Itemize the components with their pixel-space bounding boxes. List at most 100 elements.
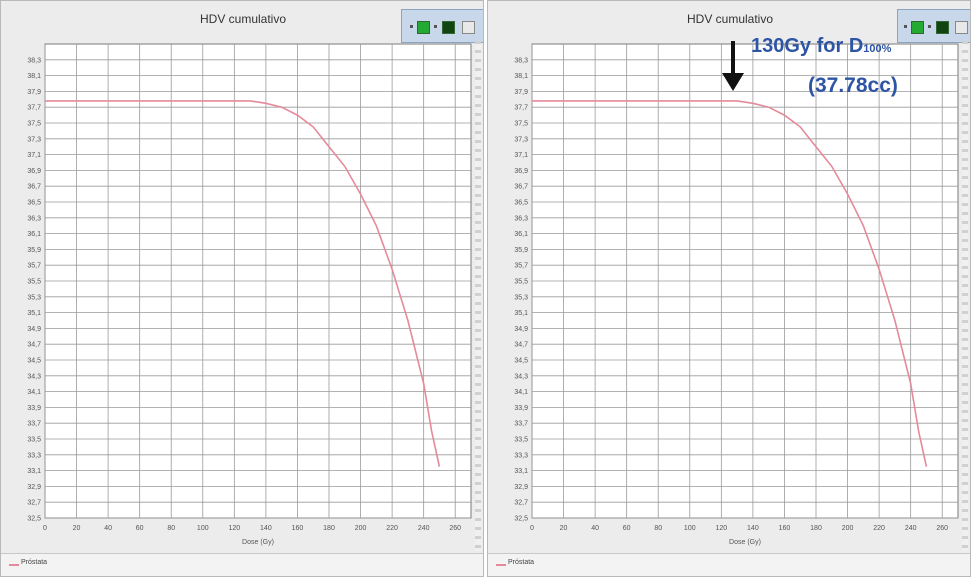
chart-panel-left: 0 20 40 60 80 100 120 140 160 180 200 220 240 260 32,5…: [0, 0, 484, 577]
y-tick-label: 34,9: [27, 326, 41, 333]
x-tick-label: 200: [842, 525, 854, 532]
zoom-in-button[interactable]: [417, 21, 430, 34]
chart-toolbar: [401, 9, 483, 43]
y-tick-label: 33,9: [514, 405, 528, 412]
x-tick-label: 80: [167, 525, 175, 532]
y-tick-label: 36,7: [27, 184, 41, 191]
y-tick-label: 32,5: [514, 516, 528, 523]
y-tick-label: 32,9: [514, 484, 528, 491]
y-tick-label: 36,5: [27, 200, 41, 207]
y-tick-label: 35,7: [514, 263, 528, 270]
y-tick-label: 36,1: [27, 231, 41, 238]
y-tick-label: 32,7: [27, 500, 41, 507]
x-tick-label: 160: [292, 525, 304, 532]
legend-swatch: [496, 564, 506, 566]
x-tick-label: 100: [197, 525, 209, 532]
series-line-prostata: [532, 100, 928, 467]
y-tick-label: 33,5: [514, 437, 528, 444]
toolbar-menu-button[interactable]: [955, 21, 968, 34]
y-tick-label: 34,9: [514, 326, 528, 333]
y-tick-label: 35,5: [514, 279, 528, 286]
zoom-out-button[interactable]: [936, 21, 949, 34]
y-tick-label: 36,1: [514, 231, 528, 238]
x-tick-label: 180: [810, 525, 822, 532]
y-tick-label: 38,1: [27, 73, 41, 80]
x-tick-label: 120: [228, 525, 240, 532]
y-tick-label: 34,7: [514, 342, 528, 349]
toolbar-separator: [904, 25, 907, 28]
y-tick-label: 35,1: [514, 310, 528, 317]
toolbar-separator: [928, 25, 931, 28]
x-tick-label: 60: [136, 525, 144, 532]
x-tick-label: 160: [779, 525, 791, 532]
x-tick-label: 120: [715, 525, 727, 532]
y-tick-label: 36,9: [27, 168, 41, 175]
y-tick-label: 33,1: [514, 468, 528, 475]
y-tick-label: 33,5: [27, 437, 41, 444]
y-tick-label: 32,7: [514, 500, 528, 507]
x-tick-label: 40: [104, 525, 112, 532]
chart-toolbar: [897, 9, 970, 43]
toolbar-menu-button[interactable]: [462, 21, 475, 34]
x-tick-label: 260: [449, 525, 461, 532]
x-tick-label: 140: [260, 525, 272, 532]
scrollbar-strip[interactable]: [962, 41, 968, 551]
annotation-main-text: 130Gy for D: [751, 35, 864, 57]
y-tick-label: 33,1: [27, 468, 41, 475]
x-tick-label: 40: [591, 525, 599, 532]
y-tick-label: 37,7: [514, 105, 528, 112]
y-tick-label: 35,7: [27, 263, 41, 270]
x-tick-label: 60: [623, 525, 631, 532]
zoom-out-button[interactable]: [442, 21, 455, 34]
x-tick-label: 100: [684, 525, 696, 532]
x-tick-label: 140: [747, 525, 759, 532]
toolbar-separator: [434, 25, 437, 28]
y-tick-label: 35,3: [27, 294, 41, 301]
y-tick-label: 38,3: [27, 57, 41, 64]
x-tick-label: 80: [654, 525, 662, 532]
y-tick-label: 34,5: [27, 358, 41, 365]
chart-panel-right: 0 20 40 60 80 100 120 140 160 180 200 220 240 260 32,5…: [487, 0, 971, 577]
y-tick-label: 34,3: [27, 373, 41, 380]
y-tick-label: 33,3: [27, 452, 41, 459]
annotation-volume-label: (37.78cc): [808, 74, 898, 97]
x-tick-label: 260: [936, 525, 948, 532]
x-axis-label: Dose (Gy): [729, 539, 761, 546]
y-tick-label: 33,7: [27, 421, 41, 428]
y-tick-label: 34,1: [514, 389, 528, 396]
x-axis-label: Dose (Gy): [242, 539, 274, 546]
x-tick-label: 220: [873, 525, 885, 532]
y-tick-label: 35,9: [27, 247, 41, 254]
y-tick-label: 35,3: [514, 294, 528, 301]
y-tick-label: 37,7: [27, 105, 41, 112]
x-tick-label: 0: [530, 525, 534, 532]
y-tick-label: 37,9: [514, 89, 528, 96]
y-tick-label: 37,9: [27, 89, 41, 96]
y-tick-label: 36,7: [514, 184, 528, 191]
x-tick-label: 220: [386, 525, 398, 532]
chart-title: HDV cumulativo: [199, 12, 287, 26]
y-tick-label: 36,3: [27, 215, 41, 222]
scrollbar-strip[interactable]: [475, 41, 481, 551]
y-tick-label: 37,1: [27, 152, 41, 159]
zoom-in-button[interactable]: [911, 21, 924, 34]
legend-swatch: [9, 564, 19, 566]
y-tick-label: 36,5: [514, 200, 528, 207]
x-tick-label: 240: [418, 525, 430, 532]
annotation-arrow-icon: [722, 41, 744, 91]
y-tick-label: 34,1: [27, 389, 41, 396]
x-tick-label: 240: [905, 525, 917, 532]
y-tick-label: 38,1: [514, 73, 528, 80]
toolbar-separator: [410, 25, 413, 28]
chart-title: HDV cumulativo: [686, 12, 774, 26]
y-tick-label: 37,3: [514, 136, 528, 143]
legend: Próstata: [1, 553, 483, 576]
y-tick-label: 33,7: [514, 421, 528, 428]
y-tick-label: 33,3: [514, 452, 528, 459]
x-tick-label: 200: [355, 525, 367, 532]
y-tick-label: 34,3: [514, 373, 528, 380]
y-tick-label: 38,3: [514, 57, 528, 64]
y-tick-label: 35,1: [27, 310, 41, 317]
y-tick-label: 32,5: [27, 516, 41, 523]
y-tick-label: 36,3: [514, 215, 528, 222]
